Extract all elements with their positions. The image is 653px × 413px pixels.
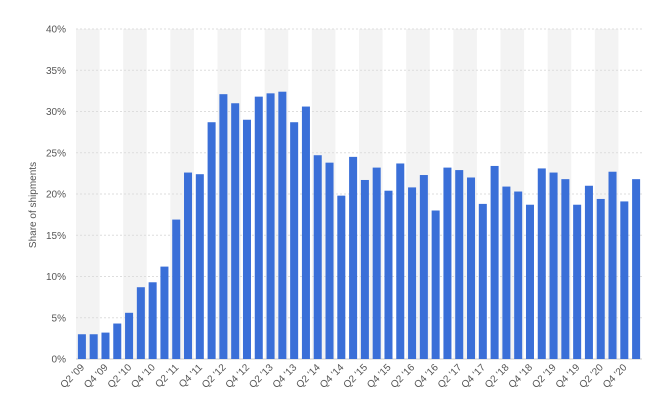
- bar[interactable]: [372, 167, 381, 359]
- bar[interactable]: [160, 266, 169, 359]
- x-tick-label: Q2 '15: [342, 362, 371, 391]
- x-tick-label: Q4 '14: [318, 362, 347, 391]
- bar[interactable]: [349, 156, 358, 359]
- bar[interactable]: [561, 179, 570, 359]
- bar[interactable]: [219, 94, 228, 360]
- y-axis-label: Share of shipments: [28, 162, 39, 248]
- y-tick-label: 35%: [46, 66, 66, 77]
- bar[interactable]: [266, 93, 275, 359]
- bar[interactable]: [184, 172, 193, 359]
- bar[interactable]: [136, 287, 145, 359]
- y-tick-label: 25%: [46, 148, 66, 159]
- x-tick-label: Q2 '13: [247, 362, 276, 391]
- gridlines: [76, 28, 642, 360]
- bar[interactable]: [325, 162, 334, 359]
- x-tick-label: Q2 '09: [59, 362, 88, 391]
- x-tick-label: Q4 '12: [224, 362, 253, 391]
- x-tick-label: Q2 '17: [436, 362, 465, 391]
- x-tick-label: Q2 '19: [530, 362, 559, 391]
- x-tick-label: Q4 '13: [271, 362, 300, 391]
- bar[interactable]: [514, 191, 523, 359]
- x-tick-label: Q2 '16: [389, 362, 418, 391]
- bar[interactable]: [431, 210, 440, 360]
- bar[interactable]: [467, 177, 476, 360]
- bar[interactable]: [443, 167, 452, 359]
- bar[interactable]: [254, 96, 263, 360]
- x-tick-label: Q2 '10: [106, 362, 135, 391]
- bar[interactable]: [77, 334, 86, 359]
- x-tick-label: Q4 '18: [507, 362, 536, 391]
- y-tick-label: 5%: [52, 313, 67, 324]
- bar[interactable]: [172, 219, 181, 359]
- bar[interactable]: [608, 171, 617, 359]
- bar[interactable]: [313, 155, 322, 359]
- bars: [77, 91, 641, 360]
- x-tick-label: Q2 '18: [483, 362, 512, 391]
- x-tick-label: Q4 '20: [601, 362, 630, 391]
- bar[interactable]: [290, 122, 299, 359]
- bar[interactable]: [89, 334, 98, 359]
- bar[interactable]: [596, 198, 605, 359]
- bar[interactable]: [584, 185, 593, 359]
- bar[interactable]: [207, 122, 216, 359]
- x-tick-label: Q4 '16: [412, 362, 441, 391]
- bar[interactable]: [278, 91, 287, 359]
- bar[interactable]: [549, 172, 558, 359]
- y-tick-label: 15%: [46, 231, 66, 242]
- x-tick-label: Q2 '20: [577, 362, 606, 391]
- bar[interactable]: [419, 175, 428, 359]
- bar[interactable]: [455, 170, 464, 359]
- x-tick-label: Q4 '09: [82, 362, 111, 391]
- bar[interactable]: [125, 312, 134, 359]
- bar[interactable]: [573, 204, 582, 359]
- bar[interactable]: [195, 174, 204, 359]
- y-tick-label: 40%: [46, 25, 66, 36]
- bar[interactable]: [525, 204, 534, 359]
- bar[interactable]: [632, 179, 641, 359]
- bar[interactable]: [242, 119, 251, 359]
- bar[interactable]: [502, 186, 511, 359]
- y-tick-label: 0%: [52, 355, 67, 366]
- bar[interactable]: [396, 163, 405, 359]
- bar[interactable]: [101, 332, 110, 359]
- y-axis-ticks: 0% 5% 10% 15% 20% 25% 30% 35% 40%: [46, 25, 66, 366]
- bar[interactable]: [360, 179, 369, 359]
- bar[interactable]: [148, 282, 157, 359]
- bar[interactable]: [408, 187, 417, 359]
- x-tick-label: Q4 '11: [177, 362, 205, 390]
- x-tick-label: Q2 '12: [200, 362, 229, 391]
- x-tick-label: Q4 '17: [460, 362, 489, 391]
- bar[interactable]: [620, 201, 629, 359]
- bar[interactable]: [113, 323, 122, 359]
- x-tick-label: Q2 '11: [153, 362, 181, 390]
- x-tick-label: Q4 '10: [129, 362, 158, 391]
- bar[interactable]: [537, 168, 546, 359]
- bar[interactable]: [231, 103, 240, 359]
- y-tick-label: 20%: [46, 190, 66, 201]
- x-tick-label: Q2 '14: [294, 362, 323, 391]
- x-tick-label: Q4 '15: [365, 362, 394, 391]
- bar[interactable]: [490, 165, 499, 359]
- bar[interactable]: [478, 203, 487, 359]
- bar[interactable]: [384, 190, 393, 359]
- bar[interactable]: [337, 195, 346, 359]
- x-tick-label: Q4 '19: [554, 362, 583, 391]
- y-tick-label: 30%: [46, 107, 66, 118]
- y-tick-label: 10%: [46, 272, 66, 283]
- bar[interactable]: [301, 106, 310, 359]
